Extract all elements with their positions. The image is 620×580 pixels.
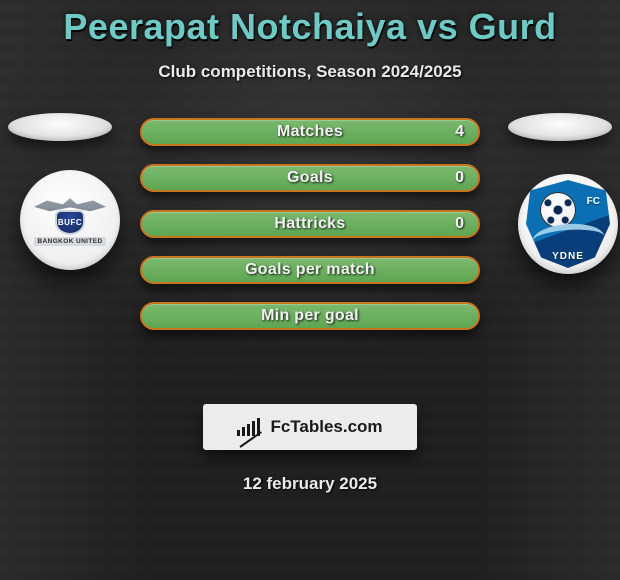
comparison-stage: BUFC BANGKOK UNITED FC YDNE Matches 4 Goal… [0,118,620,378]
stat-label: Hattricks [274,215,345,233]
club-badge-left: BUFC BANGKOK UNITED [20,170,120,270]
crest-bufc: BUFC BANGKOK UNITED [34,194,106,246]
subtitle: Club competitions, Season 2024/2025 [0,62,620,82]
date-text: 12 february 2025 [0,474,620,494]
brand-box: FcTables.com [203,404,417,450]
stat-label: Goals per match [245,261,375,279]
stat-value-right: 0 [455,215,464,233]
page-title: Peerapat Notchaiya vs Gurd [0,0,620,48]
stat-row: Min per goal [140,302,480,330]
crest-bufc-ribbon: BANGKOK UNITED [34,237,105,246]
stat-value-right: 0 [455,169,464,187]
player-right-placeholder [508,113,612,141]
crest-sydney: FC YDNE [526,180,610,268]
stat-value-right: 4 [455,123,464,141]
brand-bars-icon [237,418,262,436]
stat-rows: Matches 4 Goals 0 Hattricks 0 Goals per match M… [140,118,480,330]
player-left-placeholder [8,113,112,141]
club-badge-right: FC YDNE [518,174,618,274]
stat-row: Hattricks 0 [140,210,480,238]
brand-text: FcTables.com [270,417,382,437]
stat-row: Matches 4 [140,118,480,146]
stat-label: Min per goal [261,307,359,325]
stat-row: Goals 0 [140,164,480,192]
stat-label: Goals [287,169,333,187]
stat-label: Matches [277,123,343,141]
stat-row: Goals per match [140,256,480,284]
crest-sydney-fc: FC [587,196,600,207]
crest-sydney-text: YDNE [526,251,610,262]
crest-bufc-shield-text: BUFC [55,210,85,236]
